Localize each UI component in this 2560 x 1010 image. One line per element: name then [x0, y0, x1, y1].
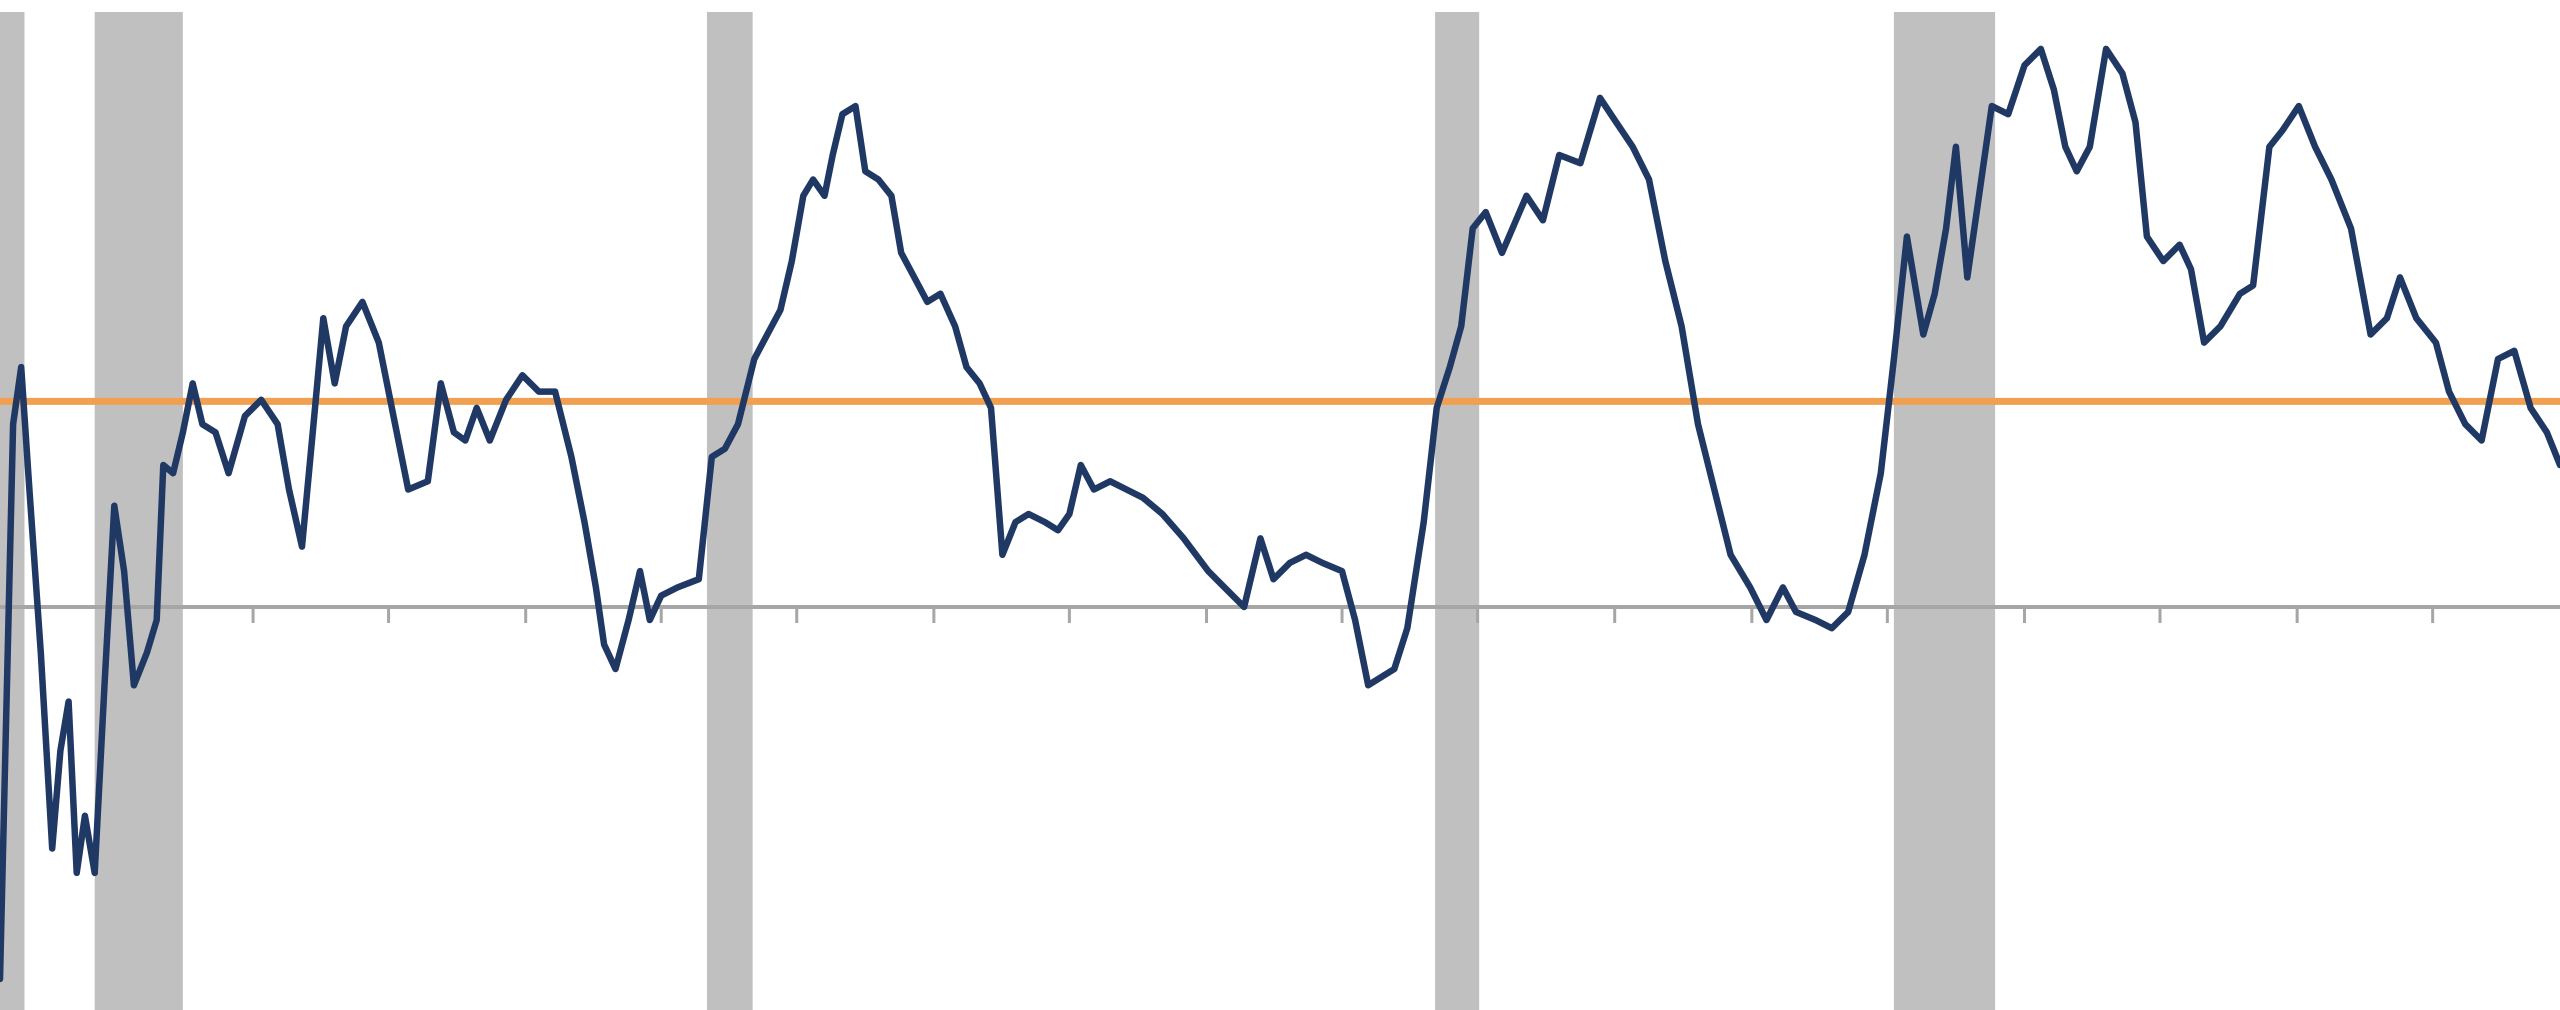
shaded-range — [1893, 12, 1996, 1010]
shaded-range — [1435, 12, 1480, 1010]
shaded-range — [94, 12, 183, 1010]
data-line — [0, 45, 2560, 983]
shaded-range — [706, 12, 753, 1010]
